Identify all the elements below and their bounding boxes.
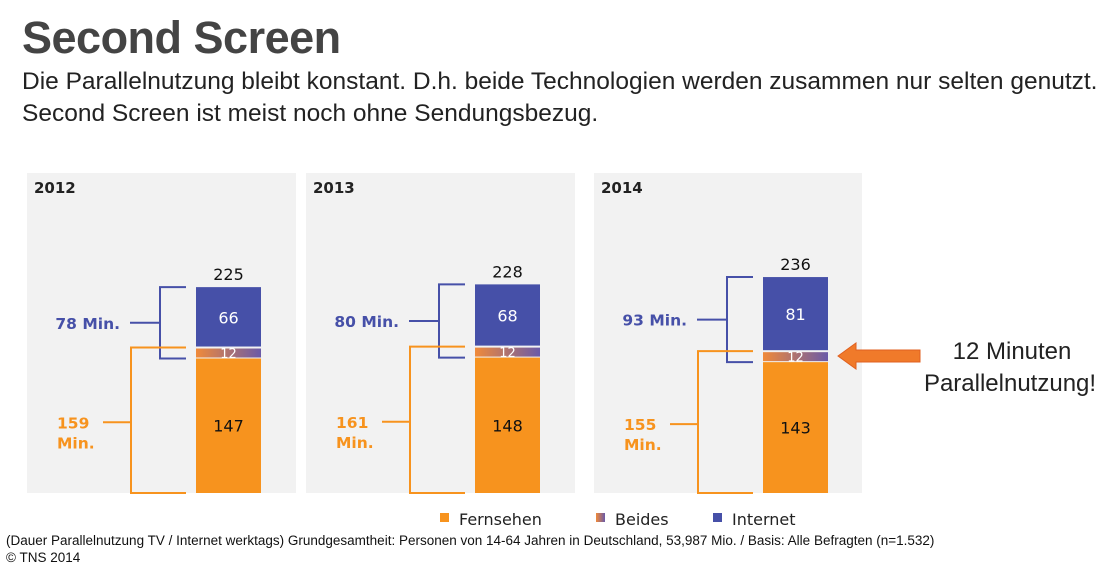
legend-label: Fernsehen — [459, 510, 542, 529]
panel-2014: 2014 143 12 81 236 93 Min. 155 Min. — [594, 173, 862, 494]
bracket-fernsehen — [103, 346, 186, 494]
label-beides: 12 — [220, 347, 237, 362]
bracket-internet-label: 78 Min. — [55, 315, 120, 333]
arrow-icon — [837, 342, 921, 370]
bar-fernsehen — [196, 358, 261, 493]
panel-year: 2014 — [601, 179, 643, 197]
annotation-line-2: Parallelnutzung! — [923, 370, 1097, 397]
legend-swatch — [713, 513, 722, 522]
label-internet: 68 — [497, 306, 517, 325]
panel-year: 2013 — [313, 179, 355, 197]
page-subtitle: Die Parallelnutzung bleibt konstant. D.h… — [22, 68, 1098, 127]
label-fernsehen: 147 — [213, 417, 244, 436]
bracket-fernsehen — [670, 350, 753, 494]
bar-internet — [763, 277, 828, 351]
label-beides: 12 — [499, 346, 516, 361]
bracket-internet — [130, 286, 186, 360]
legend-label: Beides — [615, 510, 669, 529]
legend-item-fernsehen: Fernsehen — [440, 510, 542, 529]
annotation-line-1: 12 Minuten — [952, 338, 1072, 365]
bar-internet — [196, 287, 261, 347]
label-total: 225 — [213, 265, 244, 284]
bracket-fernsehen-unit: Min. — [624, 436, 662, 454]
bracket-fernsehen-unit: Min. — [57, 434, 95, 452]
label-total: 228 — [492, 262, 523, 281]
bar-beides — [196, 348, 261, 358]
legend-swatch — [596, 513, 605, 522]
bracket-fernsehen-unit: Min. — [336, 434, 374, 452]
legend-label: Internet — [732, 510, 796, 529]
label-fernsehen: 143 — [780, 419, 811, 438]
legend-item-internet: Internet — [713, 510, 796, 529]
bar-beides — [475, 347, 540, 357]
bracket-internet — [409, 283, 465, 359]
legend-swatch — [440, 513, 449, 522]
bracket-internet-label: 80 Min. — [334, 313, 399, 331]
bracket-fernsehen — [382, 345, 465, 494]
label-internet: 66 — [218, 308, 238, 327]
bar-internet — [475, 284, 540, 346]
label-beides: 12 — [787, 351, 804, 366]
bar-fernsehen — [475, 357, 540, 493]
bracket-fernsehen-value: 155 — [624, 416, 656, 434]
page-title: Second Screen — [22, 12, 341, 63]
label-total: 236 — [780, 255, 811, 274]
bar-beides — [763, 352, 828, 362]
label-fernsehen: 148 — [492, 416, 523, 435]
panel-2012: 2012 147 12 66 225 78 Min. 159 Min. — [27, 173, 296, 494]
label-internet: 81 — [785, 305, 805, 324]
legend-item-beides: Beides — [596, 510, 669, 529]
panel-2013: 2013 148 12 68 228 80 Min. 161 Min. — [306, 173, 575, 494]
bracket-fernsehen-value: 161 — [336, 414, 368, 432]
bracket-internet — [697, 276, 753, 364]
footnote-copyright: © TNS 2014 — [6, 550, 81, 565]
footnote-source: (Dauer Parallelnutzung TV / Internet wer… — [6, 533, 935, 548]
panel-year: 2012 — [34, 179, 76, 197]
bar-fernsehen — [763, 362, 828, 493]
footnote: (Dauer Parallelnutzung TV / Internet wer… — [6, 532, 934, 566]
bracket-fernsehen-value: 159 — [57, 414, 89, 432]
bracket-internet-label: 93 Min. — [622, 312, 687, 330]
